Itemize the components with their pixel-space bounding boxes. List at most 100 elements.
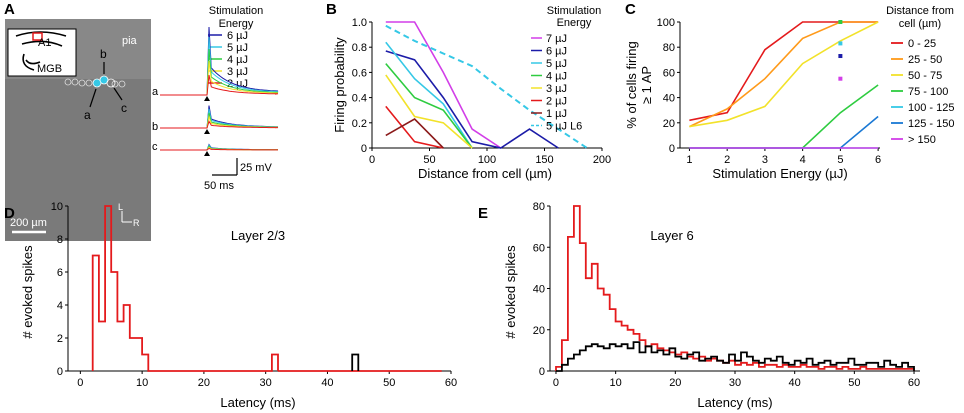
a1-region-marker: [32, 32, 43, 41]
b-legend-label-5-j: 5 µJ: [546, 58, 567, 70]
stim-spot: [85, 79, 93, 87]
c-x-tick-label: 1: [686, 154, 692, 166]
orientation-l: L: [118, 202, 123, 212]
stim-marker-icon: [204, 129, 210, 134]
b-x-tick-label: 100: [478, 154, 496, 166]
trace-label-c: c: [152, 141, 158, 153]
a-traces: [160, 26, 279, 156]
c-x-tick-label: 2: [724, 154, 730, 166]
b-y-tick-label: 0: [361, 143, 367, 155]
b-x-label: Distance from cell (µm): [418, 166, 552, 181]
e-x-tick-label: 60: [908, 377, 920, 389]
b-legend-title-2: Energy: [557, 17, 592, 29]
e-x-tick-label: 0: [553, 377, 559, 389]
b-series-7-j: [385, 21, 502, 149]
panel-c-letter: C: [625, 1, 636, 18]
e-y-label: # evoked spikes: [503, 245, 518, 339]
c-series-25-50: [689, 21, 879, 128]
d-y-tick-label: 6: [57, 267, 63, 279]
c-y-tick-label: 0: [669, 143, 675, 155]
trace-a-2-j: [160, 74, 279, 96]
arrow-c: [113, 87, 123, 101]
e-y-tick-label: 20: [533, 325, 545, 337]
b-y-tick-label: 0.2: [352, 118, 367, 130]
c-legend-title-2: cell (µm): [899, 18, 941, 30]
b-x-tick-label: 50: [423, 154, 435, 166]
b-x-tick-label: 200: [593, 154, 611, 166]
a-legend-title-2: Energy: [219, 18, 254, 30]
c-x-tick-label: 6: [875, 154, 881, 166]
b-legend-label-1-j: 1 µJ: [546, 108, 567, 120]
stim-spot: [78, 79, 86, 87]
stim-marker-icon: [204, 96, 210, 101]
a-legend-title-1: Stimulation: [209, 5, 263, 17]
trace-label-a: a: [152, 86, 159, 98]
b-y-tick-label: 0.8: [352, 42, 367, 54]
b-legend-label-6-j: 6 µJ: [546, 46, 567, 58]
scale-mv-label: 25 mV: [240, 162, 272, 174]
cell-label-c: c: [121, 101, 127, 115]
e-x-tick-label: 20: [669, 377, 681, 389]
trace-a-6-j: [160, 26, 279, 96]
orientation-r: R: [133, 218, 140, 228]
c-y-tick-label: 40: [663, 93, 675, 105]
b-series-5-j-l6: [385, 24, 588, 149]
d-x-tick-label: 50: [383, 377, 395, 389]
c-marker: [838, 20, 843, 24]
d-x-tick-label: 30: [260, 377, 272, 389]
e-y-tick-label: 60: [533, 242, 545, 254]
b-legend-label-5-j-l6: 5 µJ L6: [546, 121, 582, 133]
d-x-tick-label: 10: [136, 377, 148, 389]
c-legend-label-150: > 150: [908, 134, 936, 146]
d-y-label: # evoked spikes: [20, 245, 35, 339]
c-legend-label-0-25: 0 - 25: [908, 38, 936, 50]
stim-spot: [71, 78, 79, 86]
d-y-tick-label: 8: [57, 234, 63, 246]
b-y-tick-label: 0.6: [352, 67, 367, 79]
b-y-tick-label: 0.4: [352, 93, 367, 105]
cell-label-a: a: [84, 108, 91, 122]
a-legend-label-5-j: 5 µJ: [227, 42, 248, 54]
a-legend-label-3-j: 3 µJ: [227, 66, 248, 78]
b-legend-label-2-j: 2 µJ: [546, 96, 567, 108]
d-x-tick-label: 0: [77, 377, 83, 389]
c-y-tick-label: 100: [657, 17, 675, 29]
stim-spot: [64, 78, 72, 86]
b-series-5-j: [385, 41, 473, 149]
b-series-1-j: [385, 118, 444, 149]
a-legend-label-6-j: 6 µJ: [227, 30, 248, 42]
a-legend-label-4-j: 4 µJ: [227, 54, 248, 66]
panel-e: E 0 10 20 30 40 50 60 0 20 40 60 80 Layer 6 Latency (…: [478, 201, 920, 410]
d-title: Layer 2/3: [231, 228, 285, 243]
e-x-label: Latency (ms): [697, 395, 772, 410]
trace-c-2-j: [160, 147, 278, 151]
d-y-tick-label: 2: [57, 333, 63, 345]
c-y-tick-label: 60: [663, 67, 675, 79]
d-x-label: Latency (ms): [220, 395, 295, 410]
e-hist-spontaneous: [556, 341, 915, 372]
stim-spots: [64, 78, 126, 88]
panel-a: A pia A1 MGB a b c 200 µm: [4, 1, 279, 241]
c-x-label: Stimulation Energy (µJ): [712, 166, 847, 181]
trace-a-5-j: [160, 36, 279, 96]
cell-label-b: b: [100, 47, 107, 61]
scale-bar-label: 200 µm: [10, 217, 47, 229]
b-legend-label-4-j: 4 µJ: [546, 71, 567, 83]
d-x-tick-label: 60: [445, 377, 457, 389]
e-y-tick-label: 80: [533, 201, 545, 213]
panel-d: D 0 10 20 30 40 50 60 0 2 4 6 8 10 Layer 2/3 Latency (…: [4, 201, 457, 410]
b-x-tick-label: 150: [535, 154, 553, 166]
c-y-tick-label: 80: [663, 42, 675, 54]
b-y-label: Firing probability: [332, 37, 347, 133]
d-x-tick-label: 20: [198, 377, 210, 389]
c-y-label-1: % of cells firing: [624, 41, 639, 128]
panel-a-letter: A: [4, 1, 15, 18]
c-legend-label-50-75: 50 - 75: [908, 70, 942, 82]
c-y-label-2: ≥ 1 AP: [639, 66, 654, 104]
c-y-tick-label: 20: [663, 118, 675, 130]
b-series-4-j: [385, 63, 473, 149]
panel-b-letter: B: [326, 1, 337, 18]
b-y-tick-label: 1.0: [352, 17, 367, 29]
